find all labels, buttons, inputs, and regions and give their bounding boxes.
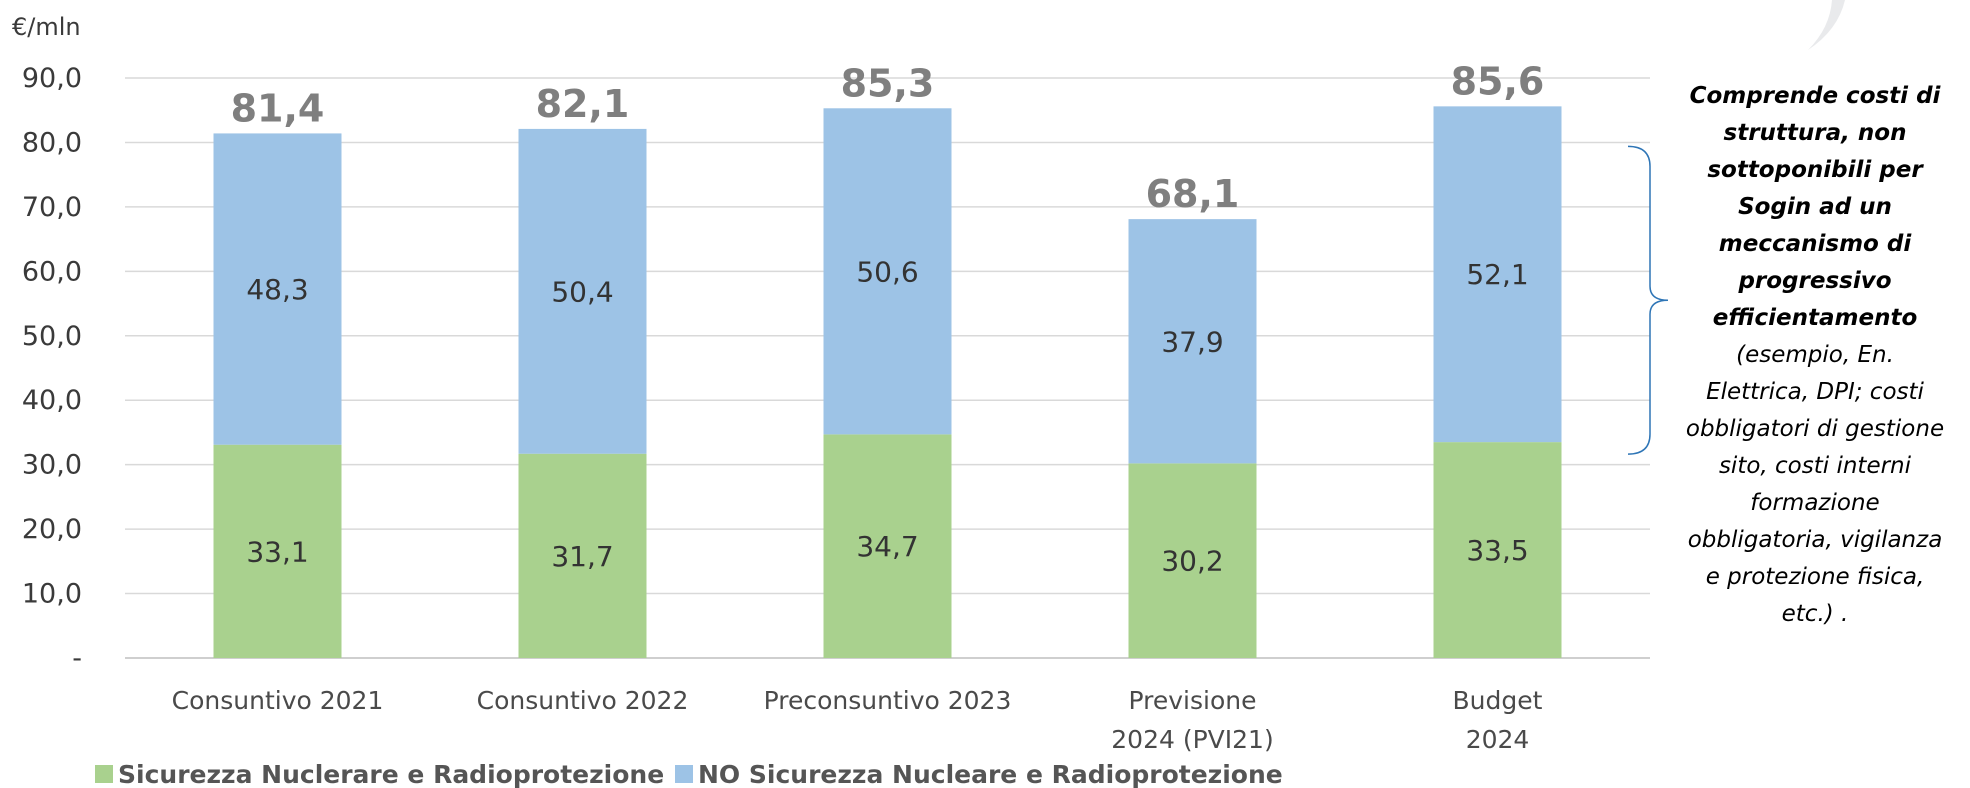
x-category-label: Previsione <box>1129 686 1257 715</box>
y-tick-label: 20,0 <box>22 514 82 545</box>
bar-segment <box>1128 463 1257 658</box>
annotation-line: sito, costi interni <box>1718 453 1912 479</box>
annotation-note: Comprende costi di struttura, non sottopon… <box>1660 78 1970 633</box>
bar-total-label: 82,1 <box>536 82 630 126</box>
annotation-line: e protezione fisica, <box>1705 564 1925 590</box>
segment-value-label: 33,5 <box>1466 534 1528 567</box>
y-tick-label: 80,0 <box>22 127 82 158</box>
segment-value-label: 34,7 <box>856 530 918 563</box>
y-tick-label: 10,0 <box>22 579 82 610</box>
annotation-line: obbligatoria, vigilanza <box>1687 527 1943 553</box>
annotation-bold-line: meccanismo di <box>1718 231 1912 257</box>
segment-value-label: 50,4 <box>551 275 613 308</box>
x-category-label: Budget <box>1453 686 1543 715</box>
x-category-label: Consuntivo 2021 <box>172 686 384 715</box>
y-tick-label: 90,0 <box>22 63 82 94</box>
annotation-brace <box>1627 145 1669 455</box>
x-category-label: 2024 (PVI21) <box>1111 725 1273 754</box>
bar-segment <box>823 108 952 435</box>
x-category-label: Preconsuntivo 2023 <box>764 686 1012 715</box>
legend-label: Sicurezza Nuclerare e Radioprotezione <box>118 760 664 788</box>
annotation-bold-line: Comprende costi di <box>1689 83 1941 109</box>
annotation-line: Elettrica, DPI; costi <box>1706 379 1924 405</box>
segment-value-label: 50,6 <box>856 255 918 288</box>
bar-segment <box>518 453 647 658</box>
bar-segment <box>213 133 342 445</box>
y-tick-label: 60,0 <box>22 256 82 287</box>
bar-total-label: 68,1 <box>1146 172 1240 216</box>
segment-value-label: 52,1 <box>1466 258 1528 291</box>
annotation-line: etc.) . <box>1781 601 1849 627</box>
y-tick-label: 30,0 <box>22 450 82 481</box>
bar-segment <box>1128 219 1257 464</box>
annotation-bold-line: struttura, non <box>1723 120 1907 146</box>
annotation-line: formazione <box>1750 490 1880 516</box>
bar-segment <box>1433 442 1562 658</box>
y-tick-label: 70,0 <box>22 192 82 223</box>
segment-value-label: 30,2 <box>1161 545 1223 578</box>
legend: Sicurezza Nuclerare e Radioprotezione NO … <box>95 760 1283 788</box>
legend-swatch <box>95 765 113 783</box>
y-tick-label: 50,0 <box>22 321 82 352</box>
y-tick-label: 40,0 <box>22 385 82 416</box>
annotation-line: obbligatori di gestione <box>1685 416 1945 442</box>
decorative-swoosh <box>1808 0 1845 50</box>
x-axis: Consuntivo 2021 Consuntivo 2022 Preconsunt… <box>172 686 1543 754</box>
annotation-bold-line: progressivo <box>1738 268 1892 294</box>
segment-value-label: 31,7 <box>551 540 613 573</box>
y-axis-unit-label: €/mln <box>12 13 81 41</box>
annotation-bold-line: Sogin ad un <box>1738 194 1892 220</box>
segment-value-label: 37,9 <box>1161 325 1223 358</box>
annotation-line: (esempio, En. <box>1736 342 1894 368</box>
annotation-bold-line: efficientamento <box>1712 305 1918 331</box>
segment-value-label: 48,3 <box>246 273 308 306</box>
y-tick-label: - <box>72 643 82 674</box>
bar-total-label: 85,6 <box>1451 59 1545 103</box>
bar-segment <box>823 434 952 658</box>
bars: 33,1 48,3 81,4 31,7 50,4 82,1 34,7 50,6 85,3 30,2… <box>213 59 1562 658</box>
y-axis: - 10,0 20,0 30,0 40,0 50,0 60,0 70,0 80,0 90,0 <box>22 63 82 674</box>
annotation-bold-line: sottoponibili per <box>1707 157 1923 183</box>
x-category-label: Consuntivo 2022 <box>477 686 689 715</box>
bar-segment <box>213 444 342 658</box>
legend-swatch <box>675 765 693 783</box>
x-category-label: 2024 <box>1466 725 1530 754</box>
bar-segment <box>518 128 647 454</box>
bar-segment <box>1433 106 1562 443</box>
legend-label: NO Sicurezza Nucleare e Radioprotezione <box>698 760 1283 788</box>
bar-total-label: 85,3 <box>841 61 935 105</box>
curly-brace <box>1627 145 1669 455</box>
segment-value-label: 33,1 <box>246 535 308 568</box>
bar-total-label: 81,4 <box>231 86 325 130</box>
